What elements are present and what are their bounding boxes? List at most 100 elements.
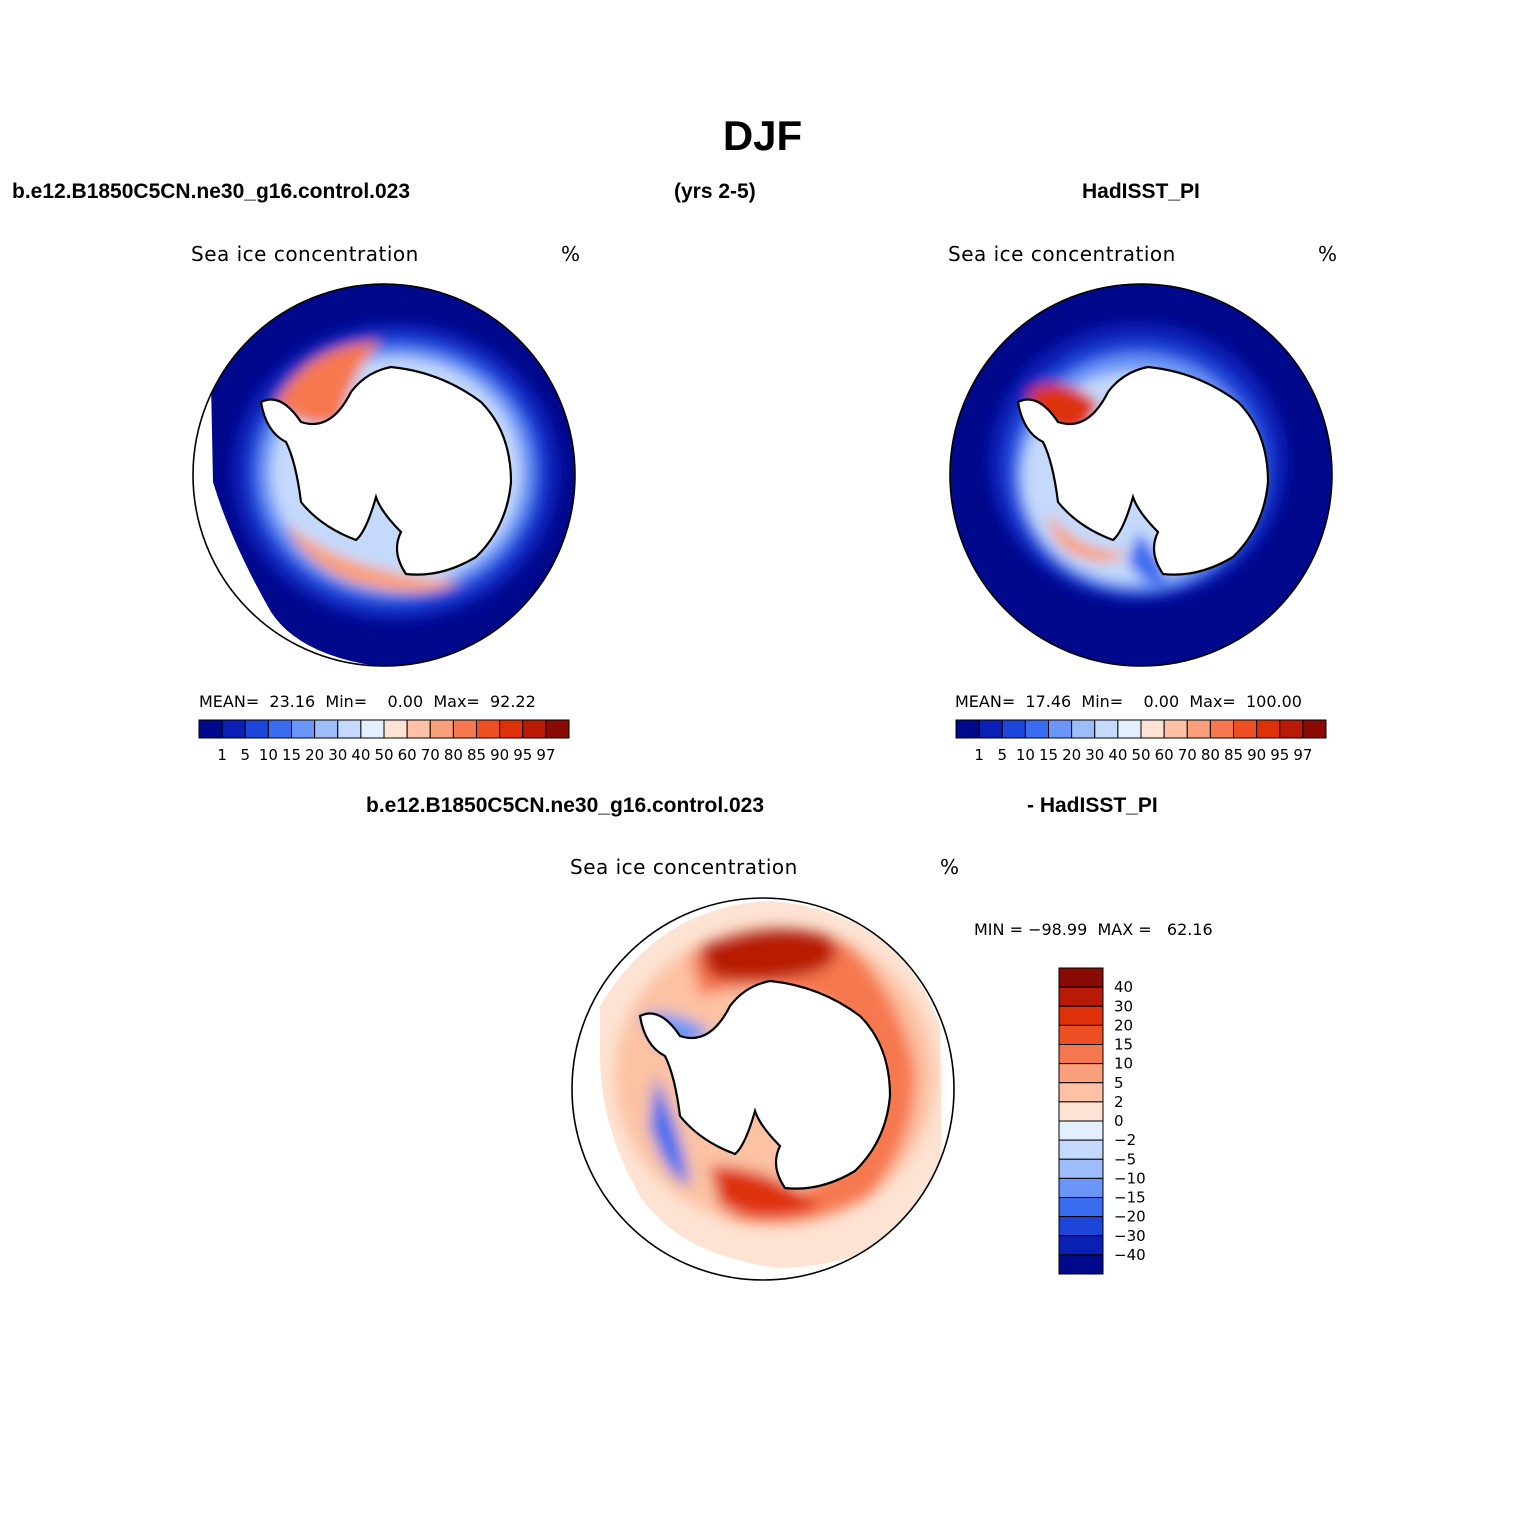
diff-colorbar-swatch bbox=[1058, 1005, 1104, 1026]
obs-colorbar-tick-label: 5 bbox=[997, 746, 1007, 764]
diff-colorbar-tick-label: 0 bbox=[1114, 1112, 1124, 1130]
obs-colorbar-swatch bbox=[1140, 719, 1165, 739]
diff-colorbar-swatch bbox=[1058, 1044, 1104, 1065]
obs-colorbar-swatch bbox=[1302, 719, 1327, 739]
diff-colorbar-swatch bbox=[1058, 1177, 1104, 1198]
diff-colorbar-tick-label: −30 bbox=[1114, 1227, 1146, 1245]
diff-colorbar-tick-label: −40 bbox=[1114, 1246, 1146, 1264]
model-colorbar-tick-label: 5 bbox=[240, 746, 250, 764]
min-label: Min= bbox=[325, 692, 368, 711]
diff-colorbar-tick-label: −10 bbox=[1114, 1169, 1146, 1187]
diff-colorbar-swatch bbox=[1058, 1216, 1104, 1237]
obs-colorbar-tick-label: 10 bbox=[1016, 746, 1035, 764]
model-map bbox=[192, 283, 576, 667]
obs-colorbar: 1 5 10 15 20 30 40 50 60 70 80 85 90 95 97 bbox=[955, 719, 1327, 764]
model-stats: MEAN= 23.16 Min= 0.00 Max= 92.22 bbox=[199, 692, 536, 711]
model-colorbar-tick-label: 60 bbox=[398, 746, 417, 764]
diff-colorbar-swatch bbox=[1058, 967, 1104, 988]
obs-colorbar-swatch bbox=[1233, 719, 1258, 739]
obs-colorbar-swatch bbox=[1048, 719, 1073, 739]
model-colorbar-swatch bbox=[383, 719, 408, 739]
model-colorbar-tick-label: 50 bbox=[374, 746, 393, 764]
obs-colorbar-tick-label: 85 bbox=[1224, 746, 1243, 764]
model-plot-title: Sea ice concentration bbox=[191, 242, 419, 266]
diff-colorbar-swatch bbox=[1058, 1101, 1104, 1122]
min-value: 0.00 bbox=[1143, 692, 1180, 711]
diff-colorbar-swatch bbox=[1058, 1120, 1104, 1141]
obs-colorbar-swatch bbox=[1094, 719, 1119, 739]
obs-colorbar-tick-label: 15 bbox=[1039, 746, 1058, 764]
obs-colorbar-swatch bbox=[1279, 719, 1304, 739]
obs-colorbar-swatch bbox=[1117, 719, 1142, 739]
diff-colorbar-swatch bbox=[1058, 1063, 1104, 1084]
diff-case-header: b.e12.B1850C5CN.ne30_g16.control.023 bbox=[366, 794, 765, 817]
model-colorbar-swatch bbox=[198, 719, 223, 739]
obs-colorbar-tick-label: 95 bbox=[1270, 746, 1289, 764]
mean-value: 17.46 bbox=[1025, 692, 1072, 711]
diff-colorbar-tick-label: 5 bbox=[1114, 1074, 1124, 1092]
obs-colorbar-swatch bbox=[1209, 719, 1234, 739]
model-colorbar-tick-label: 97 bbox=[536, 746, 555, 764]
obs-name-header: HadISST_PI bbox=[1082, 180, 1200, 203]
model-plot-units: % bbox=[561, 242, 581, 266]
obs-plot-units: % bbox=[1318, 242, 1338, 266]
diff-colorbar-swatch bbox=[1058, 1235, 1104, 1256]
model-colorbar-swatch bbox=[476, 719, 501, 739]
diff-colorbar-tick-label: 40 bbox=[1114, 978, 1133, 996]
model-colorbar-tick-label: 15 bbox=[282, 746, 301, 764]
mean-label: MEAN= bbox=[199, 692, 260, 711]
obs-colorbar-swatch bbox=[1001, 719, 1026, 739]
model-colorbar-tick-label: 30 bbox=[328, 746, 347, 764]
diff-colorbar-swatch bbox=[1058, 986, 1104, 1007]
obs-colorbar-swatch bbox=[978, 719, 1003, 739]
model-colorbar-tick-label: 95 bbox=[513, 746, 532, 764]
case-name-header: b.e12.B1850C5CN.ne30_g16.control.023 bbox=[12, 180, 411, 203]
model-colorbar-swatch bbox=[244, 719, 269, 739]
model-colorbar-tick-label: 70 bbox=[421, 746, 440, 764]
model-colorbar-swatch bbox=[522, 719, 547, 739]
diff-plot-units: % bbox=[940, 855, 960, 879]
model-colorbar-tick-label: 40 bbox=[351, 746, 370, 764]
obs-colorbar-tick-label: 30 bbox=[1085, 746, 1104, 764]
obs-colorbar-swatch bbox=[1024, 719, 1049, 739]
model-colorbar: 1 5 10 15 20 30 40 50 60 70 80 85 90 95 97 bbox=[198, 719, 570, 764]
model-colorbar-swatch bbox=[337, 719, 362, 739]
diff-colorbar-tick-label: 30 bbox=[1114, 997, 1133, 1015]
max-label: Max= bbox=[433, 692, 480, 711]
diff-colorbar-tick-label: −20 bbox=[1114, 1208, 1146, 1226]
obs-colorbar-tick-label: 70 bbox=[1178, 746, 1197, 764]
obs-colorbar-tick-label: 97 bbox=[1293, 746, 1312, 764]
diff-colorbar-tick-label: −2 bbox=[1114, 1131, 1136, 1149]
diff-colorbar-tick-label: 10 bbox=[1114, 1055, 1133, 1073]
diff-plot-title: Sea ice concentration bbox=[570, 855, 798, 879]
min-value: 0.00 bbox=[387, 692, 424, 711]
model-colorbar-swatch bbox=[429, 719, 454, 739]
mean-value: 23.16 bbox=[269, 692, 316, 711]
diff-colorbar-swatch bbox=[1058, 1254, 1104, 1275]
obs-colorbar-swatch bbox=[1163, 719, 1188, 739]
diff-colorbar-swatch bbox=[1058, 1024, 1104, 1045]
diff-colorbar-swatch bbox=[1058, 1139, 1104, 1160]
min-label: Min= bbox=[1081, 692, 1124, 711]
diff-colorbar-tick-label: 15 bbox=[1114, 1036, 1133, 1054]
model-colorbar-tick-label: 90 bbox=[490, 746, 509, 764]
obs-colorbar-tick-label: 80 bbox=[1201, 746, 1220, 764]
diff-colorbar-swatch bbox=[1058, 1082, 1104, 1103]
obs-colorbar-tick-label: 20 bbox=[1062, 746, 1081, 764]
diff-min-max: MIN = −98.99 MAX = 62.16 bbox=[974, 920, 1213, 939]
obs-colorbar-swatch bbox=[1256, 719, 1281, 739]
model-colorbar-swatch bbox=[545, 719, 570, 739]
model-colorbar-swatch bbox=[267, 719, 292, 739]
diff-obs-header: - HadISST_PI bbox=[1027, 794, 1158, 817]
obs-map bbox=[949, 283, 1333, 667]
obs-colorbar-swatch bbox=[1071, 719, 1096, 739]
model-colorbar-swatch bbox=[452, 719, 477, 739]
diff-colorbar-tick-label: 20 bbox=[1114, 1016, 1133, 1034]
model-colorbar-tick-label: 85 bbox=[467, 746, 486, 764]
model-colorbar-swatch bbox=[221, 719, 246, 739]
model-colorbar-tick-label: 80 bbox=[444, 746, 463, 764]
diff-colorbar-swatch bbox=[1058, 1197, 1104, 1218]
obs-colorbar-swatch bbox=[955, 719, 980, 739]
obs-colorbar-tick-label: 50 bbox=[1131, 746, 1150, 764]
